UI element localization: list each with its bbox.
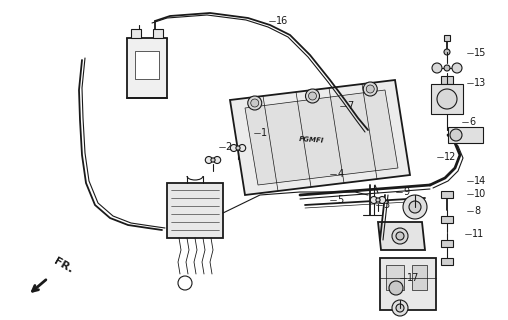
Bar — [153, 29, 163, 38]
Polygon shape — [245, 90, 398, 185]
Circle shape — [444, 49, 450, 55]
Circle shape — [403, 195, 427, 219]
Text: 14: 14 — [474, 176, 487, 186]
Polygon shape — [378, 222, 425, 250]
Text: 1: 1 — [261, 128, 267, 138]
Bar — [441, 191, 453, 198]
Text: 7: 7 — [347, 100, 354, 111]
Text: 10: 10 — [474, 188, 487, 199]
Text: 16: 16 — [276, 16, 289, 26]
Text: 4: 4 — [337, 169, 343, 180]
Circle shape — [305, 89, 320, 103]
Circle shape — [396, 232, 404, 240]
Bar — [127, 38, 167, 98]
Circle shape — [205, 156, 212, 164]
Circle shape — [211, 158, 215, 162]
Circle shape — [214, 156, 220, 164]
Text: 11: 11 — [472, 228, 484, 239]
Text: 9: 9 — [403, 187, 409, 197]
Bar — [441, 240, 453, 247]
Bar — [412, 265, 427, 290]
Bar — [380, 258, 436, 310]
Text: 17: 17 — [407, 273, 420, 284]
Text: 8: 8 — [474, 206, 481, 216]
Text: 6: 6 — [469, 116, 475, 127]
Circle shape — [376, 198, 380, 202]
Bar — [386, 265, 404, 290]
Circle shape — [248, 96, 262, 110]
Circle shape — [452, 63, 462, 73]
Circle shape — [437, 89, 457, 109]
Circle shape — [396, 304, 404, 312]
Text: 12: 12 — [444, 152, 456, 162]
Text: 13: 13 — [474, 78, 487, 88]
Text: 15: 15 — [474, 48, 487, 58]
Circle shape — [308, 92, 316, 100]
Circle shape — [450, 129, 462, 141]
Circle shape — [366, 85, 374, 93]
Polygon shape — [230, 80, 410, 195]
Circle shape — [432, 63, 442, 73]
Circle shape — [239, 145, 246, 151]
Bar — [448, 127, 483, 143]
Bar — [431, 84, 463, 114]
Circle shape — [444, 65, 450, 71]
Bar — [135, 51, 159, 79]
Polygon shape — [167, 183, 223, 238]
Circle shape — [230, 145, 237, 151]
Text: 5: 5 — [337, 195, 343, 205]
Circle shape — [392, 300, 408, 316]
Circle shape — [389, 281, 403, 295]
Bar — [444, 35, 450, 41]
Text: FR.: FR. — [52, 256, 75, 275]
Bar — [441, 216, 453, 223]
Circle shape — [392, 228, 408, 244]
Text: 2: 2 — [226, 142, 232, 152]
Circle shape — [236, 146, 240, 150]
Bar — [441, 76, 453, 84]
Text: PGMFI: PGMFI — [299, 136, 325, 144]
Circle shape — [363, 82, 377, 96]
Circle shape — [370, 196, 377, 204]
Bar — [131, 29, 141, 38]
Circle shape — [409, 201, 421, 213]
Circle shape — [251, 99, 259, 107]
Circle shape — [378, 196, 386, 204]
Bar — [441, 258, 453, 265]
Text: 3: 3 — [383, 200, 389, 210]
